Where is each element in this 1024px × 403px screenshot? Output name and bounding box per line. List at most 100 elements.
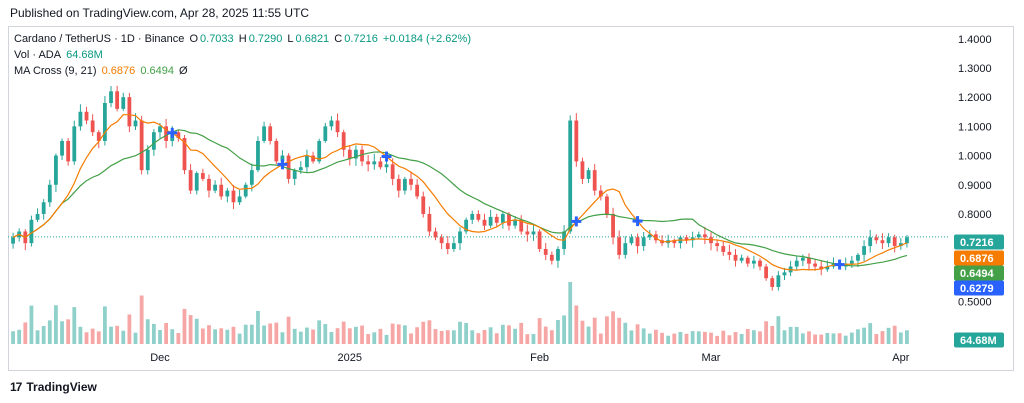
- volume-bar: [366, 334, 371, 344]
- volume-bar: [347, 328, 352, 344]
- candle-body: [103, 103, 107, 141]
- legend-open-label: O: [189, 33, 199, 45]
- volume-bar: [256, 310, 260, 344]
- candle-body: [886, 237, 891, 244]
- volume-bar: [476, 333, 481, 344]
- y-axis: 1.4000 1.3000 1.2000 1.1000 1.0000 0.9000 0.80…: [958, 34, 992, 309]
- volume-bar: [856, 329, 860, 344]
- candle-body: [543, 249, 548, 255]
- candle-body: [623, 243, 628, 255]
- legend-low: 0.6821: [295, 33, 330, 45]
- candle-body: [721, 246, 726, 252]
- y-tick-label: 1.0000: [958, 151, 992, 163]
- candle-body: [84, 111, 89, 121]
- svg-text:0.7216: 0.7216: [960, 237, 994, 249]
- ma-fast-line: [12, 114, 908, 271]
- candle-body: [274, 140, 279, 162]
- volume-bar: [329, 332, 334, 344]
- volume-bar: [213, 329, 217, 344]
- tradingview-brand[interactable]: 17 TradingView: [10, 380, 97, 394]
- legend-ma-slow: 0.6494: [140, 65, 174, 77]
- legend-ma-label: MA Cross (9, 21): [14, 65, 97, 77]
- candle-body: [880, 240, 885, 244]
- candle-body: [427, 213, 432, 232]
- volume-bar: [323, 324, 328, 344]
- volume-bars: [11, 282, 909, 344]
- candle-body: [525, 231, 530, 235]
- candle-body: [813, 263, 817, 267]
- volume-bar: [384, 334, 389, 344]
- volume-bar: [311, 329, 315, 344]
- y-tick-label: 1.3000: [958, 63, 992, 75]
- volume-bar: [819, 334, 824, 344]
- price-tag-last: 0.7216: [954, 234, 1004, 250]
- volume-bar: [390, 323, 395, 344]
- candle-body: [133, 120, 138, 127]
- volume-bar: [721, 330, 726, 344]
- candle-body: [139, 120, 144, 171]
- cross-marker: [381, 151, 392, 162]
- candle-body: [243, 184, 248, 197]
- y-tick-label: 1.1000: [958, 121, 992, 133]
- candle-body: [60, 140, 64, 156]
- volume-bar: [66, 319, 71, 344]
- candle-body: [109, 91, 113, 103]
- volume-bar: [605, 316, 609, 344]
- candle-body: [696, 234, 701, 238]
- legend-symbol: Cardano / TetherUS · 1D · Binance: [14, 33, 185, 45]
- candle-body: [476, 213, 481, 220]
- volume-bar: [262, 325, 266, 344]
- candle-body: [66, 140, 71, 162]
- volume-bar: [151, 323, 156, 344]
- legend-ma-extra: Ø: [179, 65, 188, 77]
- candle-body: [874, 237, 879, 241]
- volume-bar: [519, 322, 524, 344]
- x-tick-label: Apr: [892, 352, 909, 364]
- svg-text:0.6279: 0.6279: [960, 283, 994, 295]
- volume-bar: [458, 321, 462, 344]
- volume-bar: [739, 333, 744, 344]
- candle-body: [605, 196, 609, 214]
- candle-body: [249, 170, 254, 185]
- volume-bar: [317, 320, 322, 344]
- y-tick-label: 1.4000: [958, 34, 992, 46]
- candle-body: [580, 161, 585, 179]
- volume-bar: [464, 323, 469, 344]
- volume-bar: [158, 330, 162, 344]
- legend-ma-cross: MA Cross (9, 21) 0.6876 0.6494 Ø: [14, 65, 190, 77]
- x-tick-label: 2025: [338, 352, 362, 364]
- volume-bar: [807, 331, 811, 344]
- volume-bar: [47, 320, 52, 344]
- cross-marker: [571, 216, 582, 227]
- volume-bar: [60, 321, 64, 344]
- legend-ma-fast: 0.6876: [101, 65, 136, 77]
- volume-bar: [360, 325, 364, 344]
- candle-body: [709, 237, 713, 244]
- volume-bar: [354, 326, 358, 344]
- price-tag-ma-slow: 0.6494: [954, 265, 1004, 281]
- cross-marker: [167, 127, 178, 138]
- volume-bar: [145, 319, 150, 344]
- volume-bar: [788, 326, 793, 344]
- legend-ohlc: Cardano / TetherUS · 1D · Binance O 0.703…: [14, 33, 473, 45]
- volume-bar: [72, 307, 77, 344]
- candle-body: [745, 257, 750, 264]
- ma-slow-line: [12, 129, 908, 267]
- candle-body: [800, 257, 805, 261]
- volume-bar: [231, 326, 236, 344]
- volume-bar: [286, 316, 291, 344]
- volume-bar: [372, 332, 377, 344]
- candle-body: [90, 120, 95, 133]
- volume-bar: [243, 324, 248, 344]
- volume-bar: [35, 330, 40, 344]
- volume-bar: [898, 332, 903, 344]
- candle-body: [311, 155, 315, 162]
- volume-bar: [537, 318, 542, 344]
- volume-bar: [133, 332, 138, 344]
- volume-bar: [666, 335, 671, 344]
- candle-body: [11, 237, 15, 244]
- volume-bar: [403, 325, 407, 344]
- volume-bar: [684, 333, 689, 344]
- volume-bar: [500, 324, 505, 344]
